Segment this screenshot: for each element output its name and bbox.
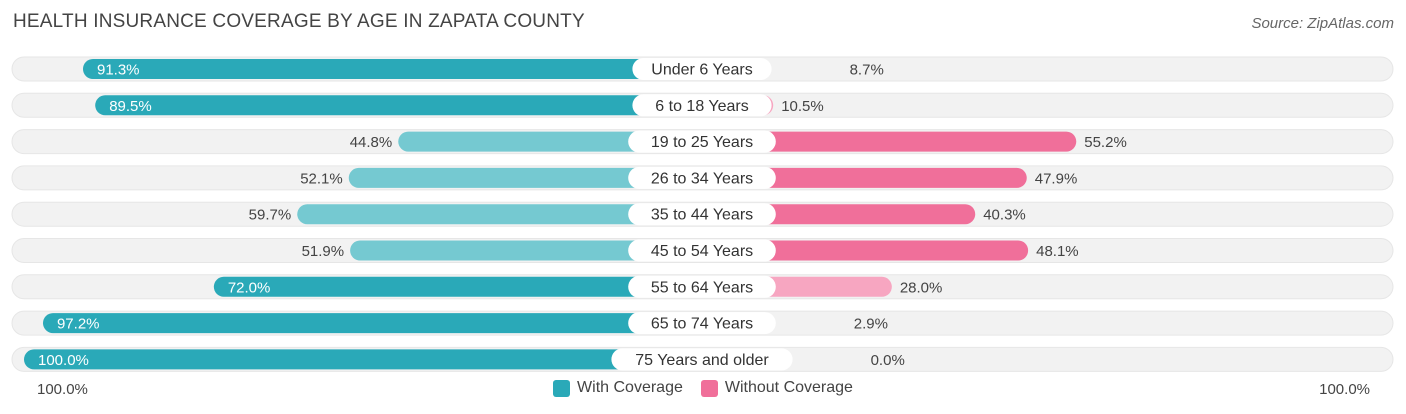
with-coverage-value: 72.0%	[228, 279, 271, 296]
without-coverage-value: 0.0%	[871, 352, 905, 369]
with-coverage-value: 52.1%	[300, 170, 343, 187]
with-coverage-value: 89.5%	[109, 98, 152, 115]
axis-right-label: 100.0%	[1319, 381, 1370, 398]
category-pill	[611, 348, 793, 371]
with-coverage-value: 91.3%	[97, 62, 140, 79]
without-coverage-value: 55.2%	[1084, 134, 1127, 151]
legend-with-coverage[interactable]: With Coverage	[553, 379, 683, 397]
without-coverage-value: 47.9%	[1035, 170, 1078, 187]
category-pill	[628, 203, 776, 226]
category-label: 55 to 64 Years	[651, 279, 753, 296]
category-pill	[628, 239, 776, 262]
with-coverage-bar	[24, 349, 702, 370]
category-label: 19 to 25 Years	[651, 134, 753, 151]
with-coverage-bar	[95, 95, 702, 116]
without-coverage-value: 2.9%	[854, 316, 888, 333]
without-coverage-value: 8.7%	[850, 62, 884, 79]
with-coverage-bar	[398, 131, 702, 152]
category-pill	[632, 94, 772, 117]
category-label: 26 to 34 Years	[651, 170, 753, 187]
source-label: Source: ZipAtlas.com	[1251, 15, 1394, 32]
category-label: Under 6 Years	[651, 62, 752, 79]
with-coverage-bar	[213, 276, 702, 297]
category-label: 6 to 18 Years	[655, 98, 748, 115]
with-coverage-bar	[350, 240, 702, 261]
legend-without-label: Without Coverage	[724, 379, 853, 396]
without-coverage-value: 48.1%	[1036, 243, 1079, 260]
category-pill	[628, 166, 776, 189]
category-pill	[632, 58, 772, 80]
with-coverage-value: 51.9%	[302, 243, 345, 260]
legend-with-label: With Coverage	[577, 379, 683, 396]
with-coverage-bar	[297, 204, 702, 225]
with-coverage-bar	[42, 313, 702, 334]
legend-without-coverage[interactable]: Without Coverage	[700, 379, 853, 397]
with-coverage-bar	[82, 59, 702, 79]
with-coverage-value: 100.0%	[38, 352, 89, 369]
coverage-chart: Under 6 Years 91.3% 8.7% 6 to 18 Years 89.5%…	[11, 56, 1394, 372]
with-coverage-swatch	[553, 379, 571, 397]
without-coverage-bar	[702, 240, 1029, 261]
with-coverage-bar	[348, 167, 702, 188]
without-coverage-bar	[702, 131, 1077, 152]
chart-title: HEALTH INSURANCE COVERAGE BY AGE IN ZAPA…	[13, 11, 585, 32]
category-pill	[628, 130, 776, 153]
axis-left-label: 100.0%	[37, 381, 88, 398]
category-pill	[628, 275, 776, 298]
category-label: 45 to 54 Years	[651, 243, 753, 260]
without-coverage-bar	[702, 167, 1027, 188]
without-coverage-value: 28.0%	[900, 279, 943, 296]
without-coverage-value: 10.5%	[781, 98, 824, 115]
with-coverage-value: 59.7%	[249, 207, 292, 224]
category-pill	[628, 312, 776, 335]
with-coverage-value: 44.8%	[350, 134, 393, 151]
with-coverage-value: 97.2%	[57, 316, 100, 333]
without-coverage-swatch	[700, 379, 718, 397]
category-label: 35 to 44 Years	[651, 207, 753, 224]
legend: With Coverage Without Coverage	[0, 379, 1406, 397]
without-coverage-value: 40.3%	[983, 207, 1026, 224]
category-label: 75 Years and older	[635, 352, 769, 369]
category-label: 65 to 74 Years	[651, 316, 753, 333]
